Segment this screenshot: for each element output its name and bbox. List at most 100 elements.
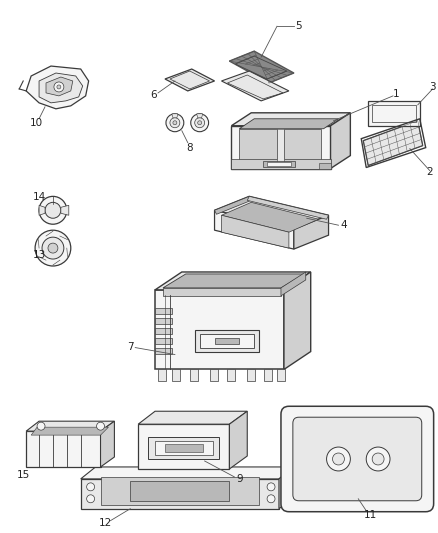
- Circle shape: [37, 422, 45, 430]
- Polygon shape: [267, 161, 291, 166]
- Polygon shape: [239, 119, 339, 129]
- Circle shape: [372, 453, 384, 465]
- Text: 8: 8: [187, 143, 193, 152]
- Polygon shape: [277, 369, 285, 382]
- Polygon shape: [163, 274, 305, 288]
- Polygon shape: [26, 421, 114, 431]
- Polygon shape: [163, 288, 281, 296]
- Polygon shape: [155, 348, 172, 353]
- Polygon shape: [172, 114, 178, 118]
- Polygon shape: [368, 101, 420, 126]
- Text: 10: 10: [29, 118, 42, 128]
- Polygon shape: [215, 196, 328, 229]
- Polygon shape: [155, 290, 284, 369]
- Polygon shape: [26, 431, 101, 467]
- Polygon shape: [61, 205, 69, 215]
- Text: 1: 1: [392, 89, 399, 99]
- Polygon shape: [215, 211, 294, 249]
- Circle shape: [96, 422, 105, 430]
- Polygon shape: [155, 441, 212, 455]
- Polygon shape: [247, 369, 255, 382]
- Circle shape: [54, 82, 64, 92]
- Polygon shape: [277, 129, 284, 163]
- Polygon shape: [284, 129, 321, 163]
- Polygon shape: [247, 196, 328, 219]
- Polygon shape: [264, 369, 272, 382]
- Text: 2: 2: [426, 167, 433, 177]
- Polygon shape: [165, 69, 215, 91]
- Polygon shape: [230, 51, 294, 83]
- Circle shape: [327, 447, 350, 471]
- Text: 9: 9: [236, 474, 243, 484]
- Text: 5: 5: [296, 21, 302, 31]
- Text: 14: 14: [32, 192, 46, 203]
- Circle shape: [42, 237, 64, 259]
- Polygon shape: [130, 481, 230, 501]
- Circle shape: [332, 453, 344, 465]
- Polygon shape: [331, 113, 350, 168]
- Text: 7: 7: [127, 342, 134, 352]
- Text: 4: 4: [340, 220, 347, 230]
- Polygon shape: [195, 330, 259, 352]
- Polygon shape: [215, 196, 251, 214]
- Polygon shape: [81, 467, 294, 479]
- Text: 6: 6: [150, 90, 156, 100]
- Polygon shape: [39, 205, 45, 215]
- Polygon shape: [318, 163, 331, 168]
- Text: 15: 15: [17, 470, 30, 480]
- Polygon shape: [81, 479, 279, 508]
- Polygon shape: [155, 328, 172, 334]
- Polygon shape: [210, 369, 218, 382]
- Polygon shape: [215, 337, 239, 344]
- Circle shape: [170, 118, 180, 128]
- Polygon shape: [39, 73, 83, 103]
- Polygon shape: [230, 411, 247, 469]
- Circle shape: [57, 85, 61, 89]
- Polygon shape: [231, 158, 331, 168]
- Polygon shape: [46, 77, 73, 96]
- Circle shape: [166, 114, 184, 132]
- Polygon shape: [26, 66, 88, 109]
- Polygon shape: [279, 467, 294, 508]
- Polygon shape: [231, 126, 331, 168]
- Polygon shape: [158, 369, 166, 382]
- Polygon shape: [31, 427, 109, 435]
- Polygon shape: [155, 308, 172, 314]
- Polygon shape: [172, 369, 180, 382]
- Polygon shape: [239, 129, 277, 163]
- Circle shape: [366, 447, 390, 471]
- Text: 13: 13: [32, 250, 46, 260]
- Circle shape: [198, 121, 201, 125]
- Polygon shape: [101, 477, 259, 505]
- Circle shape: [35, 230, 71, 266]
- Polygon shape: [138, 411, 247, 424]
- Polygon shape: [155, 337, 172, 344]
- Circle shape: [45, 203, 61, 218]
- Polygon shape: [263, 160, 295, 166]
- Polygon shape: [231, 113, 350, 126]
- Circle shape: [191, 114, 208, 132]
- Circle shape: [267, 495, 275, 503]
- Polygon shape: [222, 215, 289, 248]
- Polygon shape: [222, 203, 318, 232]
- Text: 11: 11: [364, 510, 377, 520]
- Polygon shape: [165, 444, 203, 452]
- Circle shape: [173, 121, 177, 125]
- Polygon shape: [363, 121, 423, 166]
- Circle shape: [87, 483, 95, 491]
- Polygon shape: [222, 71, 289, 101]
- Polygon shape: [190, 369, 198, 382]
- Polygon shape: [284, 272, 311, 369]
- Circle shape: [39, 196, 67, 224]
- Text: 3: 3: [429, 82, 436, 92]
- Polygon shape: [138, 424, 230, 469]
- Polygon shape: [155, 272, 311, 290]
- Polygon shape: [155, 318, 172, 324]
- Circle shape: [195, 118, 205, 128]
- Polygon shape: [281, 272, 306, 296]
- Polygon shape: [227, 369, 235, 382]
- Polygon shape: [200, 334, 254, 348]
- Text: 12: 12: [99, 518, 112, 528]
- Polygon shape: [101, 421, 114, 467]
- Polygon shape: [148, 437, 219, 459]
